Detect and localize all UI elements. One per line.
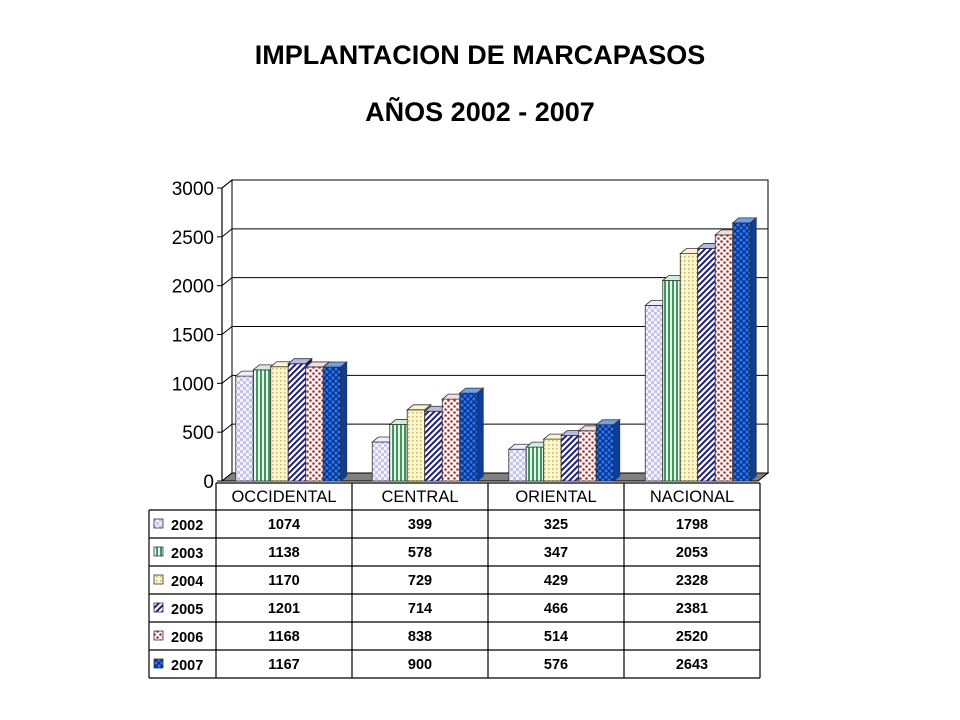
gridline-side (221, 228, 233, 238)
table-cell: 1168 (268, 629, 299, 645)
table-cell: 1167 (268, 657, 299, 673)
table-cell: 1138 (268, 545, 299, 561)
legend-label: 2004 (171, 574, 203, 590)
table-cell: 578 (408, 545, 432, 561)
bar (322, 361, 348, 482)
bar-side (340, 361, 348, 482)
bar (595, 418, 621, 482)
table-cell: 1074 (268, 517, 300, 533)
bar-front (252, 369, 272, 482)
legend-swatch (153, 574, 164, 585)
bar-front (560, 435, 580, 482)
gridline-side (221, 374, 233, 384)
legend-swatch (153, 518, 164, 529)
table-cell: 429 (544, 573, 568, 589)
gridline-side (221, 423, 233, 433)
bar-side (613, 418, 621, 482)
table-cell: 729 (408, 573, 432, 589)
gridline-side (221, 179, 233, 189)
legend-label: 2007 (171, 658, 203, 674)
table-cell: 900 (408, 657, 432, 673)
table-cell: 2643 (676, 657, 708, 673)
bar-front (389, 424, 408, 482)
legend-label: 2003 (171, 546, 203, 562)
category-label: OCCIDENTAL (231, 488, 336, 506)
bar-front (662, 280, 681, 482)
y-tick-label: 1000 (172, 374, 214, 395)
legend-label: 2006 (171, 630, 203, 646)
y-tick-label: 0 (203, 472, 214, 493)
y-tick-label: 500 (182, 423, 214, 444)
gridline-side (221, 326, 233, 335)
y-tick-label: 3000 (172, 179, 214, 200)
bar-front (424, 410, 443, 482)
table-cell: 2520 (676, 629, 708, 645)
category-label: CENTRAL (381, 488, 458, 506)
table-cell: 399 (408, 517, 432, 533)
y-tick-label: 2500 (172, 228, 214, 249)
bar-front (644, 304, 664, 482)
bar-front (406, 409, 426, 482)
bar-front (270, 366, 289, 482)
legend-swatch (153, 630, 164, 641)
table-cell: 514 (544, 629, 568, 645)
bar-front (543, 438, 562, 482)
bar-side (749, 217, 757, 482)
table-cell: 2381 (676, 601, 708, 617)
bar-front (305, 366, 324, 482)
table-cell: 714 (408, 601, 432, 617)
chart-title: IMPLANTACION DE MARCAPASOS (254, 40, 706, 70)
legend-swatch (153, 658, 164, 669)
y-tick-label: 2000 (172, 277, 214, 298)
bar-front (508, 448, 527, 482)
table-cell: 347 (544, 545, 568, 561)
bar-front (525, 446, 545, 482)
legend-label: 2002 (171, 518, 203, 534)
bar-front (732, 222, 751, 482)
table-cell: 838 (408, 629, 432, 645)
bar-front (235, 375, 254, 482)
chart-subtitle: AÑOS 2002 - 2007 (365, 97, 595, 127)
bar-front (578, 430, 597, 482)
bar-front (371, 441, 391, 482)
table-cell: 1201 (268, 601, 300, 617)
bar-side (476, 387, 484, 482)
bar-front (441, 398, 461, 482)
bar-front (287, 363, 307, 482)
bar (731, 217, 758, 482)
table-cell: 2328 (676, 573, 708, 589)
table-cell: 2053 (676, 545, 708, 561)
bar-front (459, 392, 478, 482)
y-tick-label: 1500 (172, 326, 214, 347)
legend-swatch (153, 602, 164, 613)
table-cell: 576 (544, 657, 568, 673)
bar-front (714, 234, 734, 482)
bar (458, 387, 485, 482)
category-label: NACIONAL (650, 488, 734, 506)
bar-front (697, 248, 716, 482)
table-cell: 325 (544, 517, 568, 533)
gridline-side (221, 277, 233, 287)
bar-front (679, 253, 699, 482)
bar-front (595, 424, 615, 482)
legend-label: 2005 (171, 602, 203, 618)
legend-swatch (153, 546, 164, 557)
category-label: ORIENTAL (515, 488, 596, 506)
table-cell: 466 (544, 601, 568, 617)
bar-front (322, 366, 342, 482)
table-cell: 1170 (268, 573, 299, 589)
table-cell: 1798 (676, 517, 708, 533)
